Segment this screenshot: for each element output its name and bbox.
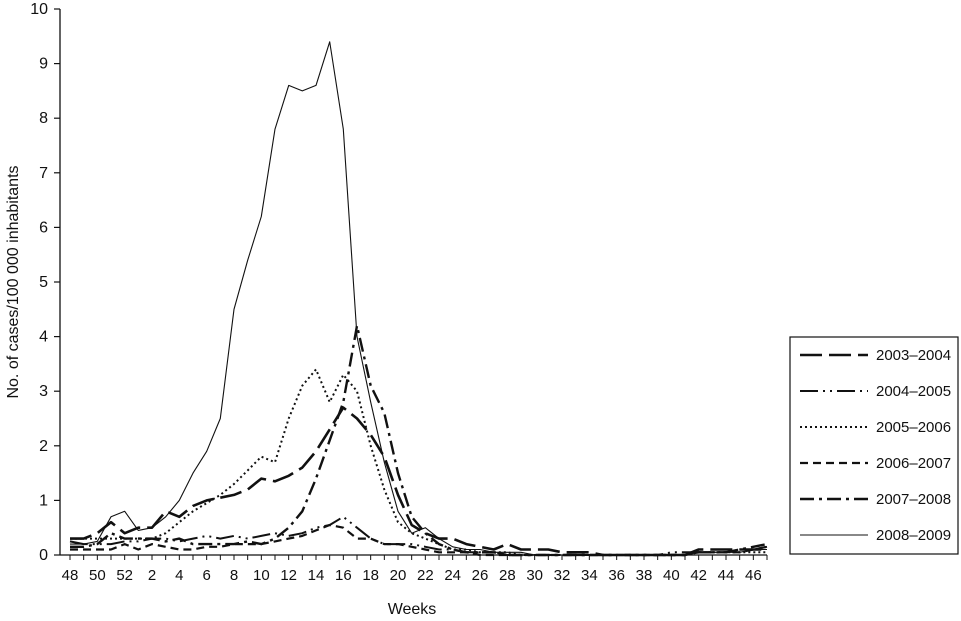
x-tick-label: 14	[308, 567, 325, 584]
x-tick-label: 2	[148, 567, 156, 584]
legend: 2003–2004 2004–2005 2005–2006 2006–2007 2007…	[789, 336, 959, 555]
x-tick-label: 38	[636, 567, 653, 584]
x-tick-label: 50	[89, 567, 106, 584]
x-tick-label: 8	[230, 567, 238, 584]
y-ticks: 0 1 2 3 4 5 6 7 8 9 10	[30, 1, 60, 564]
y-tick-label: 0	[39, 547, 48, 564]
series-line-2003–2004	[70, 406, 767, 557]
x-tick-label: 48	[62, 567, 79, 584]
x-tick-label: 26	[472, 567, 489, 584]
x-tick-label: 16	[335, 567, 352, 584]
legend-label: 2004–2005	[876, 383, 951, 400]
axes	[59, 9, 767, 556]
legend-label: 2008–2009	[876, 527, 951, 544]
x-tick-label: 52	[116, 567, 133, 584]
x-tick-label: 34	[581, 567, 598, 584]
x-tick-label: 42	[690, 567, 707, 584]
series-line-2005–2006	[70, 368, 767, 556]
y-tick-label: 10	[30, 1, 48, 18]
y-tick-label: 6	[39, 219, 48, 236]
series-line-2006–2007	[70, 523, 768, 557]
y-axis-label: No. of cases/100 000 inhabitants	[5, 165, 22, 398]
x-tick-label: 18	[362, 567, 379, 584]
y-tick-label: 5	[39, 274, 48, 291]
x-tick-label: 10	[253, 567, 270, 584]
y-tick-label: 9	[39, 56, 48, 73]
series-layer	[69, 41, 768, 557]
y-tick-label: 1	[39, 492, 48, 509]
x-tick-label: 36	[608, 567, 625, 584]
x-tick-label: 24	[444, 567, 461, 584]
legend-label: 2006–2007	[876, 455, 951, 472]
x-tick-label: 32	[554, 567, 571, 584]
x-tick-label: 6	[202, 567, 210, 584]
x-axis-label: Weeks	[388, 601, 437, 618]
y-tick-label: 3	[39, 383, 48, 400]
x-tick-label: 40	[663, 567, 680, 584]
x-tick-label: 44	[718, 567, 735, 584]
legend-box	[789, 336, 959, 555]
legend-label: 2007–2008	[876, 491, 951, 508]
x-tick-label: 12	[280, 567, 297, 584]
legend-label: 2003–2004	[876, 347, 951, 364]
y-tick-label: 7	[39, 165, 48, 182]
x-tick-label: 20	[390, 567, 407, 584]
x-tick-label: 46	[745, 567, 762, 584]
y-tick-label: 2	[39, 438, 48, 455]
y-tick-label: 8	[39, 110, 48, 127]
x-tick-label: 28	[499, 567, 516, 584]
x-tick-label: 22	[417, 567, 434, 584]
legend-label: 2005–2006	[876, 419, 951, 436]
x-tick-label: 4	[175, 567, 183, 584]
series-line-2008–2009	[70, 41, 767, 556]
x-ticks: 48 50 52 2 4 6 8 10 12 14 16 18 20 22 24 26 28 30 32 34 36 38…	[62, 555, 768, 584]
series-line-2007–2008	[70, 324, 768, 557]
x-tick-label: 30	[526, 567, 543, 584]
y-tick-label: 4	[39, 329, 48, 346]
